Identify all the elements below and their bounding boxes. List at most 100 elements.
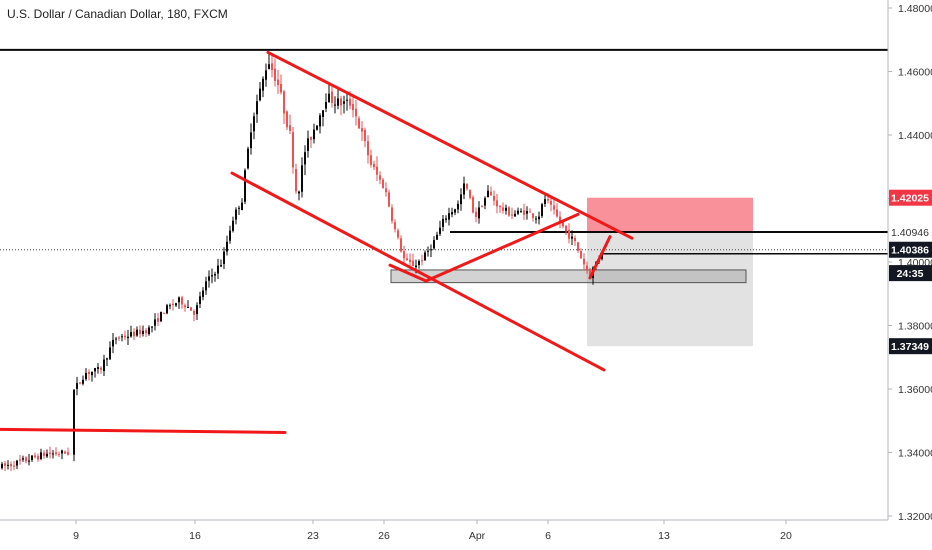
candle-body — [67, 452, 69, 455]
candle-body — [544, 199, 546, 204]
price-tick-label: 1.32000 — [898, 511, 932, 523]
time-tick-label: 9 — [73, 530, 79, 542]
candle-body — [553, 205, 555, 210]
candle-body — [46, 453, 48, 457]
candle-body — [226, 241, 228, 252]
time-tick-label: 20 — [780, 530, 792, 542]
price-tag-bg — [889, 265, 932, 282]
candle-body — [520, 211, 522, 213]
candle-body — [529, 211, 531, 213]
candle-body — [133, 331, 135, 337]
candle-body — [124, 335, 126, 338]
candle-body — [469, 190, 471, 198]
candle-body — [295, 169, 297, 192]
candle-body — [193, 310, 195, 315]
price-tag-bg — [889, 338, 932, 355]
candle-body — [319, 115, 321, 127]
candle-body — [589, 270, 591, 278]
candle-body — [406, 258, 408, 261]
candle-body — [85, 372, 87, 380]
candle-body — [13, 465, 15, 467]
candle-body — [88, 371, 90, 375]
candle-body — [352, 104, 354, 111]
candle-body — [367, 141, 369, 156]
candle-body — [478, 207, 480, 219]
candle-body — [448, 213, 450, 220]
candle-body — [19, 459, 21, 461]
candle-body — [493, 195, 495, 201]
candle-body — [166, 305, 168, 314]
candle-body — [184, 305, 186, 308]
candle-body — [178, 297, 180, 303]
candle-body — [271, 63, 273, 70]
candle-body — [334, 104, 336, 106]
candle-body — [325, 101, 327, 109]
candle-body — [55, 452, 57, 455]
candle-body — [199, 296, 201, 304]
trade-zones — [390, 197, 753, 347]
candle-body — [361, 128, 363, 132]
price-tags: 1.42025 1.40946 1.40386 24:35 1.37349 — [888, 189, 932, 355]
price-tag-bg — [888, 223, 932, 241]
candle-body — [214, 274, 216, 276]
candle-body — [424, 252, 426, 261]
candle-body — [358, 118, 360, 129]
candle-body — [244, 170, 246, 202]
candle-body — [127, 336, 129, 339]
candle-body — [442, 218, 444, 227]
candle-body — [535, 218, 537, 220]
candle-body — [277, 79, 279, 86]
candle-body — [1, 463, 3, 469]
candle-body — [286, 111, 288, 128]
candle-body — [190, 307, 192, 311]
candle-body — [241, 202, 243, 211]
candle-body — [7, 464, 9, 466]
candle-body — [142, 330, 144, 335]
candle-body — [145, 330, 147, 334]
candle-body — [454, 209, 456, 213]
early-support-line — [0, 427, 287, 434]
candle-body — [400, 238, 402, 252]
price-tag-label: 1.40946 — [891, 227, 929, 239]
candle-body — [541, 204, 543, 217]
candle-body — [196, 305, 198, 315]
candle-body — [79, 382, 81, 384]
candle-body — [340, 98, 342, 106]
candle-body — [16, 460, 18, 466]
candle-body — [376, 166, 378, 175]
price-tag-label: 1.42025 — [891, 193, 929, 205]
candle-body — [187, 307, 189, 309]
candle-body — [202, 290, 204, 297]
price-tick-label: 1.38000 — [898, 321, 932, 333]
price-tag-label: 24:35 — [897, 268, 924, 280]
channel-lower-line — [230, 171, 606, 372]
wedge-lower-line — [388, 263, 428, 283]
candle-body — [139, 329, 141, 335]
price-tick-label: 1.44000 — [898, 130, 932, 142]
candle-body — [523, 210, 525, 215]
candle-body — [253, 116, 255, 132]
candle-body — [250, 132, 252, 149]
candle-body — [217, 265, 219, 274]
candle-body — [238, 207, 240, 209]
candle-body — [259, 88, 261, 101]
candle-body — [283, 91, 285, 114]
candle-body — [28, 460, 30, 462]
candle-body — [64, 451, 66, 454]
candle-body — [466, 183, 468, 189]
candle-body — [508, 207, 510, 216]
candle-body — [4, 463, 6, 466]
candle-body — [415, 265, 417, 268]
candle-body — [76, 383, 78, 389]
candle-body — [100, 367, 102, 370]
candle-body — [499, 206, 501, 208]
candle-body — [343, 101, 345, 104]
candle-body — [121, 336, 123, 338]
candle-body — [370, 155, 372, 165]
price-tag-bg — [889, 189, 932, 206]
candle-body — [73, 389, 75, 455]
candle-body — [280, 84, 282, 93]
candle-body — [304, 152, 306, 165]
candle-body — [505, 207, 507, 211]
